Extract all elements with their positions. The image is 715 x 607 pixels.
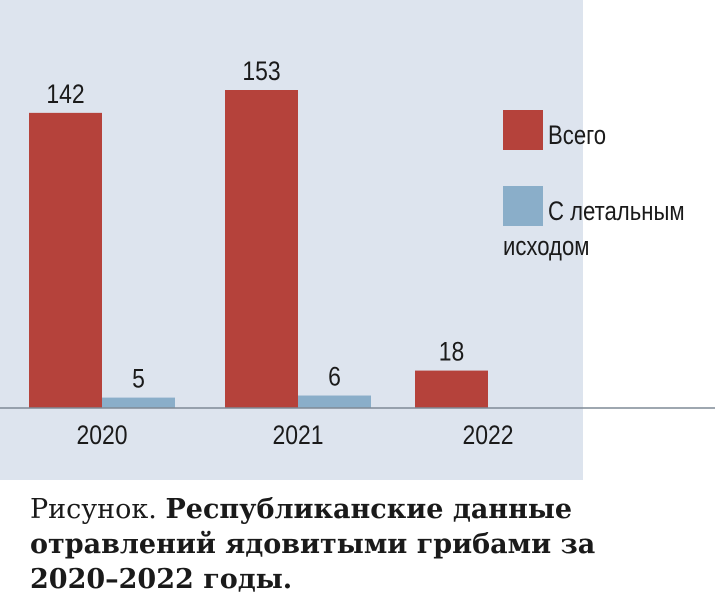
data-label-2021-series-1: 153	[242, 56, 280, 86]
legend-swatch-2	[503, 186, 543, 226]
caption-label: Рисунок.	[30, 494, 157, 525]
data-label-2021-series-2: 6	[328, 362, 341, 392]
legend-label-2-line-2: исходом	[503, 232, 589, 262]
data-label-2022-series-1: 18	[439, 337, 465, 367]
bar-2021-series-2	[298, 395, 371, 408]
data-label-2020-series-1: 142	[46, 79, 84, 109]
bar-chart-svg: 142 153 18 5 6 2020 2021 2022 Всего С летальным ис…	[0, 0, 715, 480]
x-tick-label-2022: 2022	[462, 420, 513, 450]
bar-2020-series-1	[29, 112, 102, 409]
legend-label-2-line-1: С летальным	[548, 197, 685, 227]
data-label-2020-series-2: 5	[132, 364, 145, 394]
x-tick-label-2020: 2020	[76, 420, 127, 450]
chart: 142 153 18 5 6 2020 2021 2022 Всего С летальным ис…	[0, 0, 715, 480]
bar-2020-series-2	[102, 397, 175, 408]
x-tick-label-2021: 2021	[272, 420, 323, 450]
legend-label-1-line-1: Всего	[548, 121, 606, 151]
caption-title: Республиканские данные отравлений ядовит…	[30, 494, 596, 595]
figure-caption: Рисунок. Республиканские данные отравлен…	[30, 492, 690, 597]
bar-2021-series-1	[225, 90, 298, 408]
legend-swatch-1	[503, 110, 543, 150]
bar-2022-series-1	[415, 370, 488, 408]
